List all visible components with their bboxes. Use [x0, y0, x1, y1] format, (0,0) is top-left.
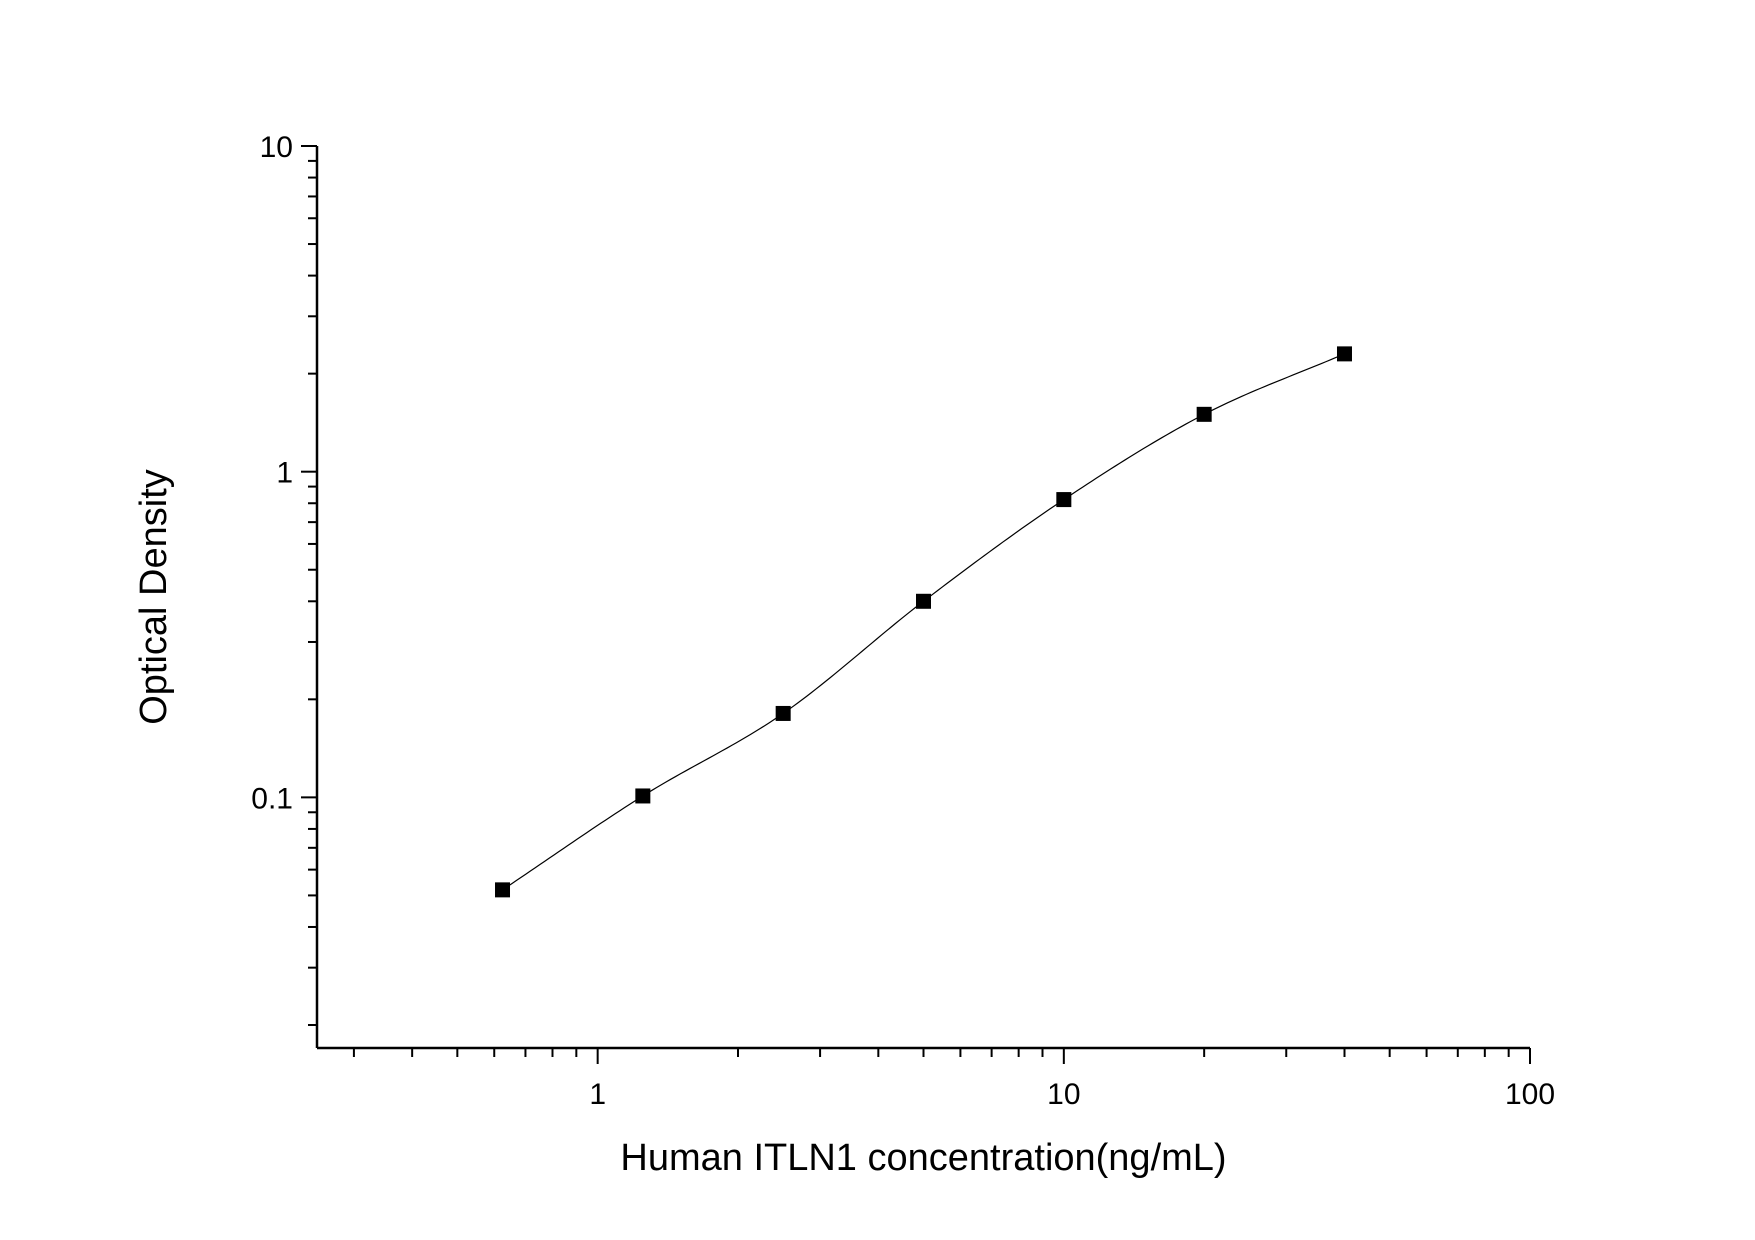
x-tick-label: 10 — [1047, 1078, 1080, 1111]
y-tick-label: 10 — [260, 131, 293, 164]
data-point — [1196, 406, 1212, 422]
fit-curve — [502, 353, 1345, 891]
data-point — [1336, 346, 1352, 362]
y-tick-label: 1 — [276, 457, 293, 490]
data-point — [1056, 492, 1072, 508]
data-markers — [495, 346, 1352, 898]
data-point — [495, 882, 511, 898]
x-axis-title: Human ITLN1 concentration(ng/mL) — [620, 1137, 1226, 1179]
fit-curve-group — [502, 353, 1345, 891]
data-point — [635, 788, 651, 804]
x-tick-label: 100 — [1505, 1078, 1555, 1111]
y-axis-title: Optical Density — [133, 469, 175, 725]
data-point — [916, 593, 931, 609]
ticks: 1 10 100 0.1 1 10 — [251, 131, 1555, 1111]
y-tick-label: 0.1 — [251, 782, 293, 815]
x-tick-label: 1 — [589, 1078, 606, 1111]
data-point — [775, 705, 791, 721]
